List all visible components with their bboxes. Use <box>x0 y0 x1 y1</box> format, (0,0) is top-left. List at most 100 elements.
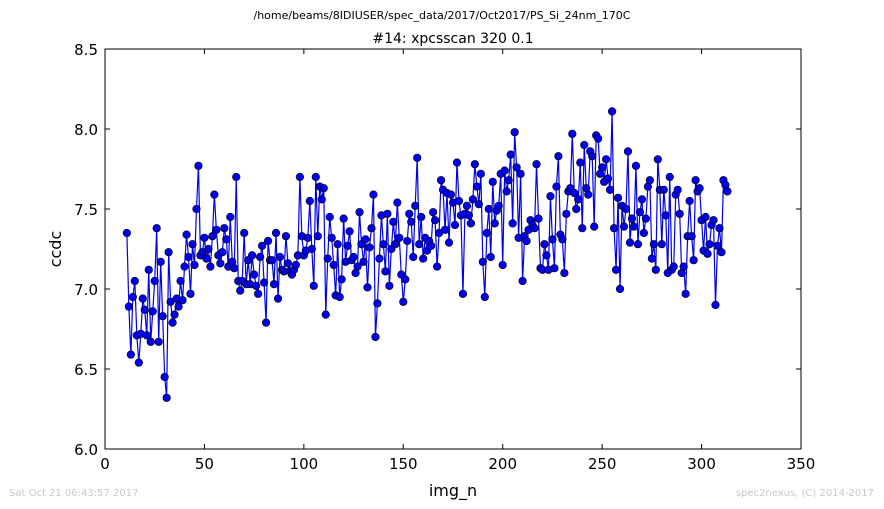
data-point <box>128 292 137 302</box>
data-point <box>669 262 678 271</box>
data-point <box>146 337 155 346</box>
data-point <box>411 201 420 210</box>
data-point <box>248 251 257 260</box>
data-point <box>685 196 694 206</box>
chart-title: #14: xpcsscan 320 0.1 <box>372 31 533 47</box>
data-point <box>717 248 726 257</box>
data-point <box>252 281 261 290</box>
data-point <box>468 195 477 204</box>
data-point <box>681 289 690 298</box>
data-point <box>647 254 656 263</box>
data-point <box>446 190 456 199</box>
data-point <box>604 174 613 183</box>
data-point <box>653 155 662 164</box>
data-point <box>327 233 336 242</box>
data-point <box>291 260 301 270</box>
data-point <box>713 241 722 250</box>
data-point <box>417 212 426 222</box>
data-point <box>554 152 563 161</box>
data-point <box>458 289 468 298</box>
data-point <box>518 276 527 286</box>
data-point <box>568 129 577 138</box>
data-point <box>190 260 199 270</box>
data-point <box>464 211 474 220</box>
data-point <box>271 228 281 238</box>
data-point <box>261 318 271 327</box>
data-point <box>532 160 541 169</box>
data-point <box>216 259 225 268</box>
data-point <box>275 252 285 262</box>
data-point <box>548 235 557 244</box>
data-point <box>339 214 348 223</box>
data-point <box>602 155 611 164</box>
data-point <box>256 252 265 262</box>
data-point <box>635 208 645 217</box>
x-tick-label: 0 <box>100 455 110 473</box>
data-point <box>472 182 481 191</box>
data-point <box>701 212 710 222</box>
data-point <box>148 307 157 316</box>
data-point <box>194 161 203 170</box>
data-point <box>176 276 185 286</box>
data-point <box>383 209 392 218</box>
file-path-header: /home/beams/8IDIUSER/spec_data/2017/Oct2… <box>253 9 631 22</box>
data-point <box>391 240 400 249</box>
data-point <box>629 222 639 231</box>
data-point <box>625 238 635 247</box>
data-point <box>415 240 424 249</box>
data-point <box>651 265 660 274</box>
data-point <box>510 128 519 137</box>
data-point <box>142 331 151 340</box>
y-axis-label: ccdc <box>46 231 65 268</box>
data-point <box>212 225 221 234</box>
data-point <box>657 240 666 249</box>
timestamp-footer: Sat Oct 21 06:43:57 2017 <box>9 488 139 499</box>
data-point <box>560 268 569 278</box>
data-point <box>343 241 352 250</box>
data-point <box>474 200 483 209</box>
data-point <box>273 294 283 303</box>
data-point <box>345 227 354 236</box>
data-point <box>158 312 167 321</box>
data-point <box>170 310 179 319</box>
data-point <box>444 238 454 247</box>
data-point <box>534 214 543 223</box>
data-point <box>440 225 450 234</box>
data-point <box>124 302 133 311</box>
data-point <box>619 222 629 231</box>
data-point <box>373 299 382 308</box>
data-point <box>584 190 593 199</box>
data-point <box>379 240 388 249</box>
data-point <box>470 160 479 169</box>
data-point <box>661 211 670 220</box>
data-point <box>462 201 472 210</box>
data-point <box>695 184 704 193</box>
data-point <box>130 276 139 286</box>
data-point <box>367 224 376 233</box>
y-tick-label: 8.5 <box>74 41 98 59</box>
data-point <box>490 219 499 228</box>
data-point <box>355 208 364 217</box>
data-point <box>484 204 493 214</box>
data-point <box>611 265 621 274</box>
data-point <box>637 195 647 204</box>
data-point <box>576 158 585 167</box>
data-point <box>649 240 658 249</box>
data-point <box>607 107 617 116</box>
data-point <box>641 214 650 223</box>
data-point <box>200 233 209 242</box>
data-point <box>230 264 239 273</box>
data-point <box>323 254 332 263</box>
data-point <box>138 294 147 303</box>
data-point <box>578 224 587 233</box>
data-point <box>303 233 312 242</box>
data-point <box>574 195 583 204</box>
data-point <box>711 300 720 310</box>
data-point <box>295 172 304 182</box>
data-point <box>184 252 193 262</box>
x-tick-label: 300 <box>687 455 716 473</box>
data-point <box>164 248 173 257</box>
data-point <box>208 232 217 241</box>
data-point <box>506 150 515 159</box>
data-point <box>605 185 615 194</box>
